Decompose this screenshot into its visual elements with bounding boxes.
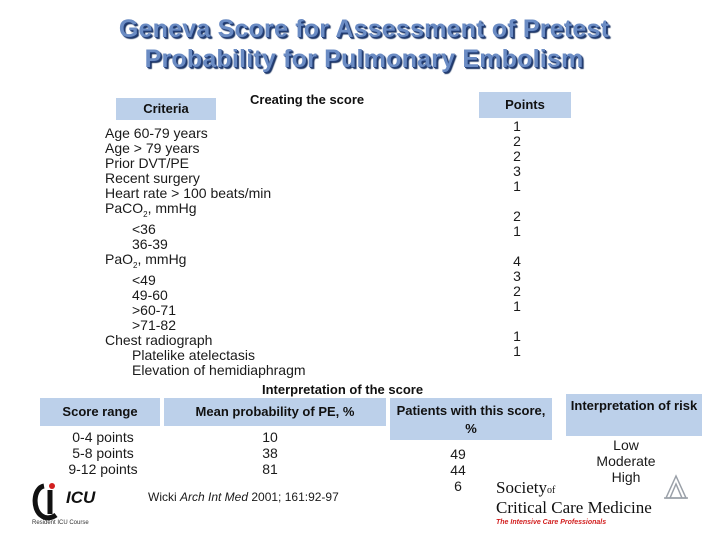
criteria-item: Platelike atelectasis <box>105 346 445 363</box>
criteria-item-text: 49-60 <box>132 286 168 303</box>
criteria-item-text: PaCO <box>105 200 144 216</box>
citation-details: 2001; 161:92-97 <box>248 490 339 504</box>
criteria-item-text: Heart rate > 100 beats/min <box>105 185 272 201</box>
patients-cell: 44 <box>450 462 466 478</box>
patients-cell: 49 <box>450 446 466 462</box>
mean-probability-cell: 81 <box>262 461 278 477</box>
score-range-cell: 0-4 points <box>72 429 134 445</box>
score-range-cell: 5-8 points <box>72 445 134 461</box>
criteria-item-subscript: 2 <box>143 209 148 219</box>
sccm-emblem-icon <box>664 474 688 499</box>
criteria-item: 49-60 <box>105 286 445 303</box>
risk-cell: High <box>611 469 641 485</box>
criteria-item: Age 60-79 years <box>105 126 445 141</box>
points-value: 3 <box>513 268 521 284</box>
criteria-item: 36-39 <box>105 235 445 252</box>
criteria-item: Recent surgery <box>105 171 445 186</box>
criteria-item: Prior DVT/PE <box>105 156 445 171</box>
mean-probability-cell: 38 <box>262 445 278 461</box>
interpretation-heading: Interpretation of the score <box>262 382 424 397</box>
points-value: 1 <box>513 343 521 359</box>
criteria-item: <36 <box>105 220 445 237</box>
points-value: 1 <box>513 118 521 134</box>
points-value <box>506 194 528 209</box>
criteria-item: PaO2, mmHg <box>105 250 445 273</box>
patients-column: 49 44 6 <box>438 446 478 494</box>
citation-author: Wicki <box>148 490 180 504</box>
criteria-item-suffix: , mmHg <box>137 250 187 267</box>
criteria-item-text: Age > 79 years <box>105 140 200 156</box>
points-value: 1 <box>513 328 521 344</box>
criteria-item-text: <36 <box>132 220 156 237</box>
mean-probability-cell: 10 <box>262 429 278 445</box>
criteria-item-text: Elevation of hemidiaphragm <box>132 361 306 378</box>
criteria-item: Age > 79 years <box>105 141 445 156</box>
criteria-item: <49 <box>105 271 445 288</box>
criteria-item: Chest radiograph <box>105 331 445 348</box>
criteria-item-text: Recent surgery <box>105 170 200 186</box>
creating-score-heading: Creating the score <box>250 92 365 107</box>
risk-column: Low Moderate High <box>586 437 666 485</box>
risk-cell: Low <box>613 437 639 453</box>
sccm-of-text: of <box>547 485 556 496</box>
points-header: Points <box>479 92 571 118</box>
sccm-tagline: The Intensive Care Professionals <box>496 519 607 526</box>
criteria-item-text: Age 60-79 years <box>105 125 208 141</box>
icu-logo-subtitle: Resident ICU Course <box>32 520 89 526</box>
icu-logo: ICU Resident ICU Course <box>30 480 112 530</box>
criteria-item: >71-82 <box>105 316 445 333</box>
criteria-item-text: >60-71 <box>132 301 176 318</box>
points-value: 2 <box>513 283 521 299</box>
criteria-item-suffix: , mmHg <box>147 200 197 216</box>
criteria-item-text: Chest radiograph <box>105 331 213 348</box>
points-value: 2 <box>513 208 521 224</box>
sccm-logo-line-2: Critical Care Medicine <box>496 498 652 517</box>
icu-logo-mark <box>32 483 58 521</box>
criteria-item-text: PaO <box>105 250 134 267</box>
sccm-society-text: Society <box>496 478 547 497</box>
points-value: 1 <box>513 178 521 194</box>
mean-probability-header: Mean probability of PE, % <box>164 398 386 426</box>
patients-cell: 6 <box>454 478 462 494</box>
points-value: 1 <box>513 223 521 239</box>
points-value: 2 <box>513 133 521 149</box>
title-line-2: Probability for Pulmonary Embolism <box>144 45 584 73</box>
score-range-cell: 9-12 points <box>68 461 138 477</box>
criteria-item-text: >71-82 <box>132 316 176 333</box>
criteria-item-text: Prior DVT/PE <box>105 155 190 171</box>
criteria-item-text: Platelike atelectasis <box>132 346 255 363</box>
criteria-header: Criteria <box>116 98 216 120</box>
criteria-item: Heart rate > 100 beats/min <box>105 186 445 201</box>
score-range-header: Score range <box>40 398 160 426</box>
points-value <box>506 239 528 254</box>
score-range-column: 0-4 points 5-8 points 9-12 points <box>48 429 158 477</box>
citation-journal: Arch Int Med <box>180 490 249 504</box>
criteria-item: PaCO2, mmHg <box>105 201 445 222</box>
criteria-item: Elevation of hemidiaphragm <box>105 361 445 378</box>
mean-probability-column: 10 38 81 <box>230 429 310 477</box>
criteria-item: >60-71 <box>105 301 445 318</box>
criteria-item-text: <49 <box>132 271 156 288</box>
risk-cell: Moderate <box>596 453 656 469</box>
citation: Wicki Arch Int Med 2001; 161:92-97 <box>148 490 339 504</box>
sccm-logo: Societyof Critical Care Medicine The Int… <box>496 472 696 532</box>
risk-header: Interpretation of risk <box>566 394 702 436</box>
criteria-item-subscript: 2 <box>133 260 138 270</box>
icu-logo-text: ICU <box>66 488 96 507</box>
patients-header: Patients with this score, % <box>390 398 552 440</box>
points-value: 3 <box>513 163 521 179</box>
slide-title: Geneva Score for Assessment of Pretest P… <box>0 14 728 74</box>
points-value <box>506 314 528 329</box>
points-value: 2 <box>513 148 521 164</box>
title-line-1: Geneva Score for Assessment of Pretest <box>118 15 610 43</box>
points-value: 1 <box>513 298 521 314</box>
points-value: 4 <box>513 253 521 269</box>
criteria-list: Age 60-79 years Age > 79 years Prior DVT/P… <box>105 126 445 378</box>
criteria-item-text: 36-39 <box>132 235 168 252</box>
sccm-logo-line-1: Societyof <box>496 478 555 498</box>
